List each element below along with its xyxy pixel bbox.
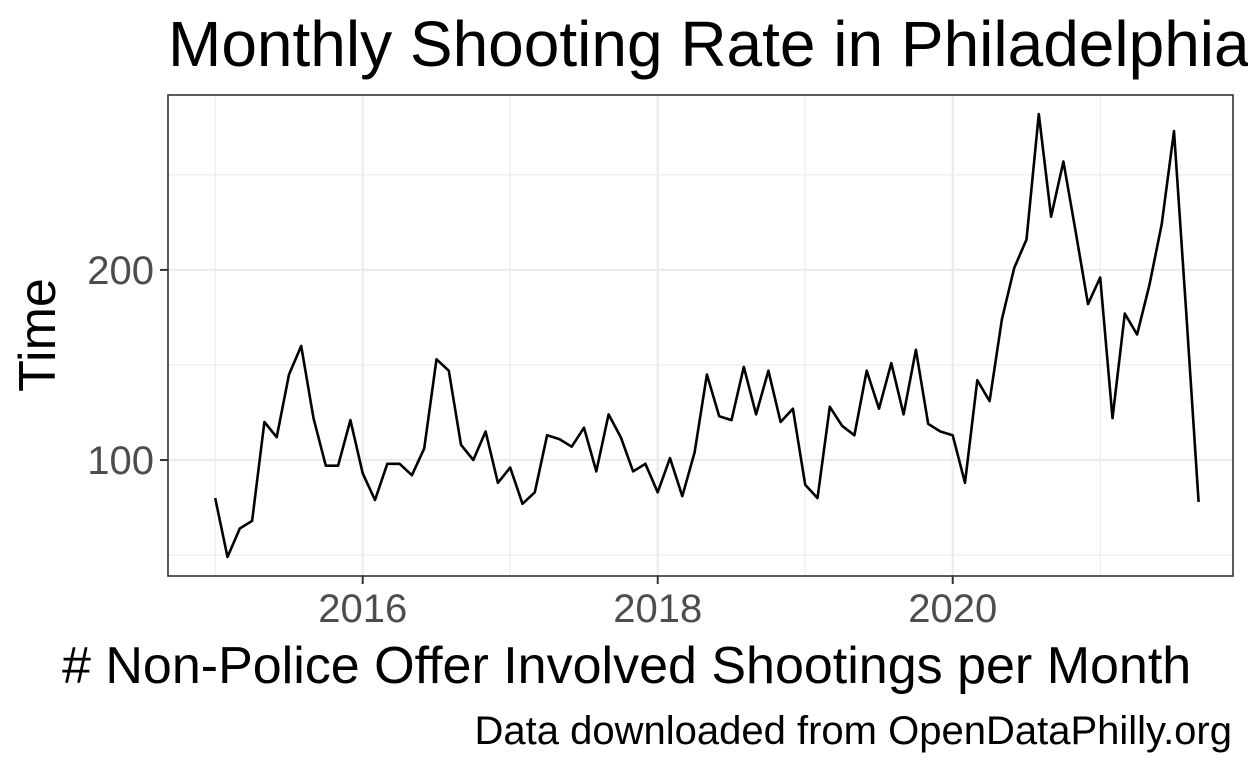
tick-labels: 2016 2018 2020 100 200 [87,249,997,631]
plot-panel-border [167,94,1234,577]
y-axis-title: Time [9,278,67,392]
grid [168,95,1233,576]
series-layer [213,112,1200,559]
x-tick-label: 2016 [318,587,407,631]
y-tick-label: 200 [87,249,154,293]
x-tick-label: 2018 [613,587,702,631]
chart-caption: Data downloaded from OpenDataPhilly.org [475,709,1232,753]
shootings-series-line [213,112,1200,559]
x-tick-label: 2020 [908,587,997,631]
axis-ticks [160,268,954,584]
x-axis-title: # Non-Police Offer Involved Shootings pe… [62,637,1191,695]
y-tick-label: 100 [87,439,154,483]
chart-title: Monthly Shooting Rate in Philadelphia [168,8,1248,80]
